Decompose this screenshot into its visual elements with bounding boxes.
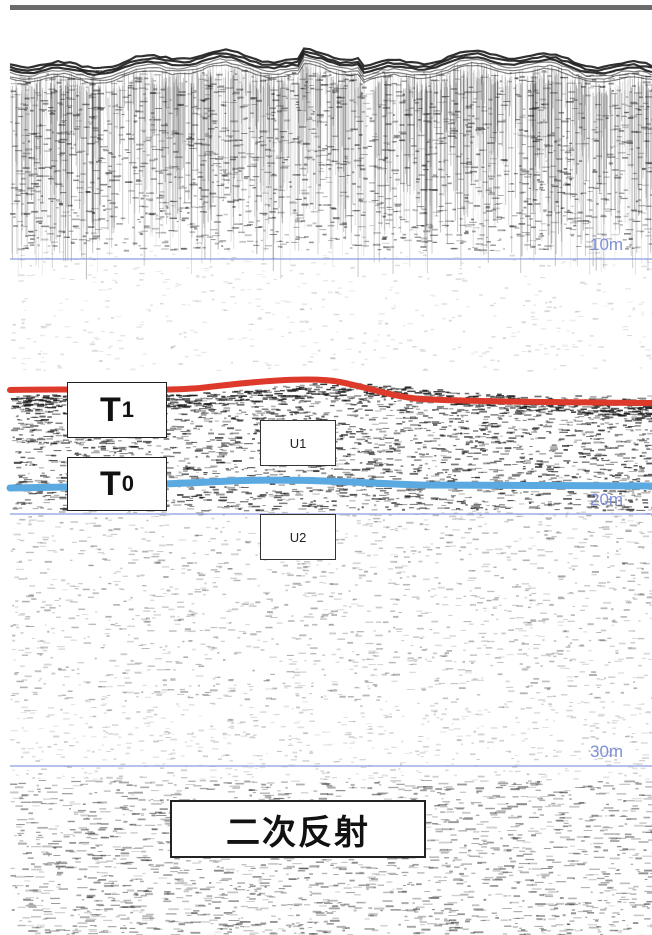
seafloor-reflector [9,47,652,84]
unit-label-u2: U2 [260,514,336,560]
unit-label-u1: U1 [260,420,336,466]
horizon-label-t0-subscript: 0 [121,471,135,496]
depth-label-30m: 30m [590,742,624,761]
top-frame-bar [10,5,652,10]
horizon-label-t1-subscript: 1 [121,397,135,422]
horizon-label-t0-letter: T [99,465,121,503]
horizon-label-t1-letter: T [99,391,121,429]
depth-label-10m: 10m [590,235,624,254]
reflection-noise [10,59,652,935]
secondary-reflection-caption: 二次反射 [170,800,426,858]
depth-label-20m: 20m [590,490,624,509]
